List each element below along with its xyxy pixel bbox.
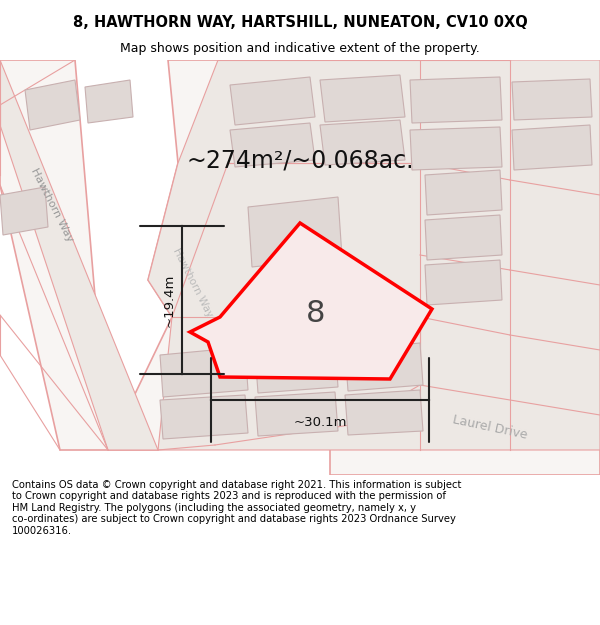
Polygon shape bbox=[425, 260, 502, 305]
Polygon shape bbox=[0, 60, 108, 450]
Polygon shape bbox=[248, 197, 342, 267]
Text: Map shows position and indicative extent of the property.: Map shows position and indicative extent… bbox=[120, 42, 480, 55]
Polygon shape bbox=[410, 77, 502, 123]
Polygon shape bbox=[230, 123, 315, 167]
Polygon shape bbox=[512, 125, 592, 170]
Polygon shape bbox=[255, 345, 338, 393]
Polygon shape bbox=[148, 60, 600, 450]
Polygon shape bbox=[160, 395, 248, 439]
Polygon shape bbox=[330, 345, 600, 475]
Polygon shape bbox=[320, 120, 405, 165]
Polygon shape bbox=[345, 390, 423, 435]
Polygon shape bbox=[0, 60, 158, 450]
Polygon shape bbox=[512, 79, 592, 120]
Polygon shape bbox=[345, 343, 423, 391]
Polygon shape bbox=[410, 127, 502, 170]
Text: Hawthorn Way: Hawthorn Way bbox=[171, 247, 215, 319]
Polygon shape bbox=[255, 392, 338, 436]
Polygon shape bbox=[320, 75, 405, 122]
Text: Hawthorn Way: Hawthorn Way bbox=[29, 166, 75, 244]
Polygon shape bbox=[425, 170, 502, 215]
Text: ~30.1m: ~30.1m bbox=[293, 416, 347, 429]
Polygon shape bbox=[0, 187, 48, 235]
Polygon shape bbox=[510, 60, 600, 395]
Text: Contains OS data © Crown copyright and database right 2021. This information is : Contains OS data © Crown copyright and d… bbox=[12, 479, 461, 536]
Polygon shape bbox=[425, 215, 502, 260]
Text: ~19.4m: ~19.4m bbox=[163, 273, 176, 327]
Polygon shape bbox=[160, 347, 248, 397]
Text: 8, HAWTHORN WAY, HARTSHILL, NUNEATON, CV10 0XQ: 8, HAWTHORN WAY, HARTSHILL, NUNEATON, CV… bbox=[73, 15, 527, 30]
Text: Laurel Drive: Laurel Drive bbox=[451, 412, 529, 441]
Polygon shape bbox=[108, 60, 228, 450]
Polygon shape bbox=[190, 223, 432, 379]
Text: 8: 8 bbox=[306, 299, 326, 328]
Polygon shape bbox=[85, 80, 133, 123]
Text: ~274m²/~0.068ac.: ~274m²/~0.068ac. bbox=[186, 148, 414, 172]
Polygon shape bbox=[230, 77, 315, 125]
Polygon shape bbox=[25, 80, 80, 130]
